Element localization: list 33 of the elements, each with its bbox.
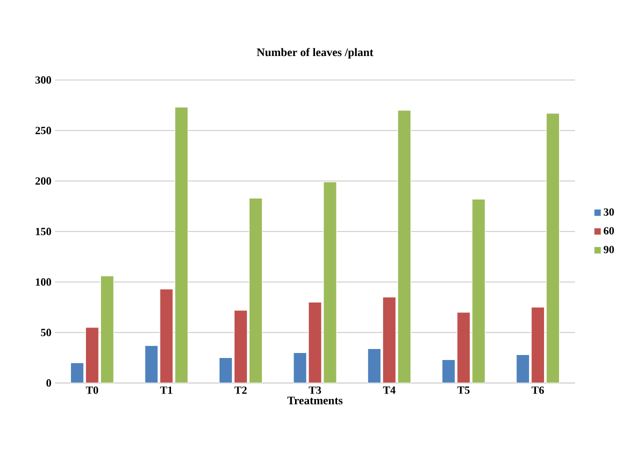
- bar: [472, 198, 486, 383]
- bar: [308, 302, 322, 383]
- bar: [248, 198, 263, 383]
- x-tick-label: T2: [234, 386, 247, 394]
- bar: [174, 106, 188, 383]
- legend-label: 90: [604, 246, 614, 254]
- x-tick-label: T4: [383, 386, 396, 394]
- chart-title: Number of leaves /plant: [256, 48, 374, 58]
- x-tick-label: T3: [308, 386, 322, 394]
- legend-label: 30: [604, 208, 614, 216]
- y-tick-label: 300: [35, 76, 52, 84]
- bar: [100, 276, 114, 383]
- bar: [456, 312, 470, 383]
- y-tick-label: 0: [46, 379, 52, 387]
- bar: [85, 327, 99, 383]
- y-tick-label: 250: [36, 126, 52, 134]
- x-tick-label: T5: [457, 386, 470, 394]
- y-tick-label: 100: [36, 278, 52, 286]
- bar: [397, 110, 412, 383]
- y-tick-label: 150: [36, 228, 52, 236]
- bar: [234, 310, 248, 383]
- y-tick-label: 200: [36, 177, 52, 185]
- bar: [546, 113, 560, 383]
- x-axis-title: Treatments: [287, 396, 343, 404]
- x-tick-label: T6: [532, 386, 544, 394]
- x-tick-label: T1: [160, 386, 172, 394]
- bar: [323, 182, 337, 383]
- x-tick-label: T0: [86, 386, 98, 394]
- bar: [531, 306, 545, 383]
- legend-label: 60: [604, 227, 614, 234]
- y-tick-label: 50: [40, 328, 52, 336]
- bar: [160, 288, 174, 383]
- bar: [382, 296, 396, 383]
